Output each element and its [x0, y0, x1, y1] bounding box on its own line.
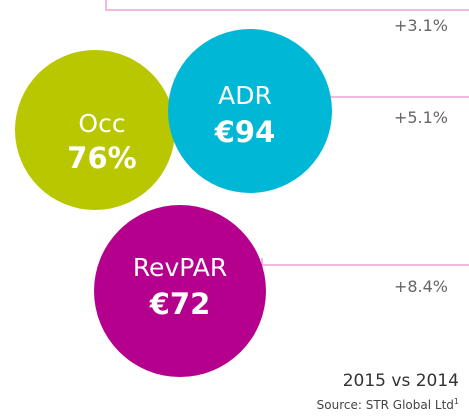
occ-circle — [15, 50, 175, 210]
metric-value: €72 — [149, 287, 211, 321]
connector — [261, 258, 469, 266]
revpar-circle — [94, 205, 266, 377]
source-text: Source: STR Global Ltd — [317, 398, 454, 412]
metric-change: +3.1% — [394, 16, 448, 35]
comparison: 2015 vs 2014 — [343, 371, 459, 391]
metric-value: 76% — [67, 141, 136, 175]
metric-value: €94 — [214, 115, 276, 149]
metric-label: RevPAR — [133, 253, 227, 282]
adr-circle — [168, 29, 332, 193]
metric-change: +5.1% — [394, 108, 448, 127]
metric-label: Occ — [78, 109, 125, 138]
connector — [105, 0, 469, 11]
source: Source: STR Global Ltd1 — [317, 397, 459, 412]
footnote: 1 — [454, 397, 459, 406]
metric-change: +8.4% — [394, 277, 448, 296]
metric-label: ADR — [218, 81, 272, 110]
